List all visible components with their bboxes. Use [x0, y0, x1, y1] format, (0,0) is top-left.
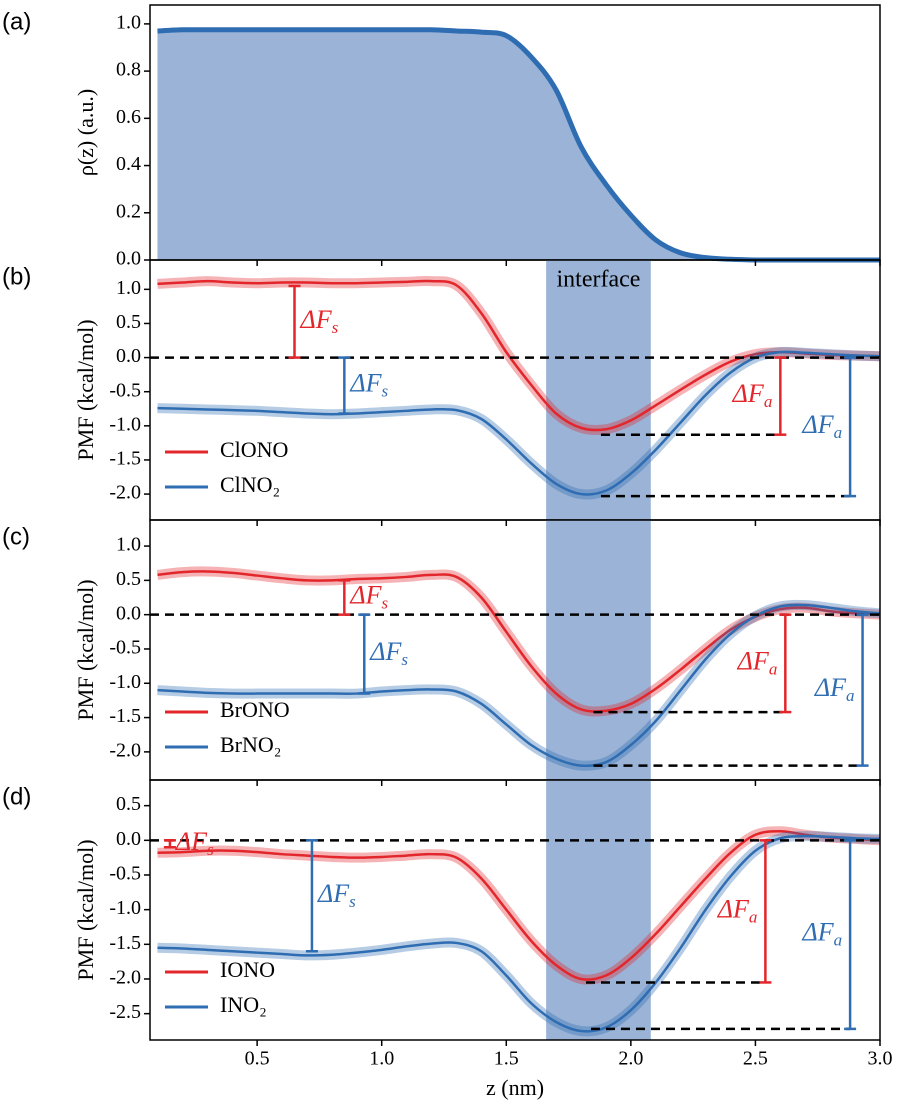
legend-label: ClNO₂: [220, 472, 280, 497]
x-axis-label: z (nm): [486, 1075, 544, 1100]
delta-label-main: ΔF: [737, 646, 770, 675]
legend-label: ClONO: [220, 437, 288, 462]
band-label: interface: [556, 267, 640, 293]
y-tick-label: 1.0: [116, 11, 141, 33]
delta-label: ΔFa: [814, 673, 855, 705]
y-tick-label: 0.0: [116, 602, 141, 624]
y-tick-label: 1.0: [116, 277, 141, 299]
delta-label: ΔFs: [349, 580, 388, 612]
delta-label: ΔFs: [175, 827, 214, 859]
delta-label-main: ΔF: [801, 410, 834, 439]
delta-label-sub: s: [381, 593, 388, 612]
y-tick-label: 0.2: [116, 200, 141, 222]
legend-label: BrNO₂: [220, 732, 281, 757]
y-tick-label: -2.0: [109, 482, 141, 504]
interface-band: [546, 780, 651, 1040]
y-tick-label: -2.0: [109, 967, 141, 989]
delta-label-main: ΔF: [717, 894, 750, 923]
x-tick-label: 2.5: [743, 1048, 768, 1070]
delta-label-sub: s: [349, 892, 356, 911]
legend-label: INO₂: [220, 992, 267, 1017]
delta-label-main: ΔF: [801, 918, 834, 947]
y-tick-label: -1.5: [109, 448, 141, 470]
x-tick-label: 2.0: [618, 1048, 643, 1070]
y-axis-label: ρ(z) (a.u.): [73, 89, 98, 176]
delta-label-sub: a: [846, 686, 855, 705]
y-tick-label: 0.5: [116, 568, 141, 590]
y-tick-label: 0.6: [116, 106, 141, 128]
delta-label: ΔFa: [801, 918, 842, 950]
interface-band: [546, 520, 651, 780]
delta-label-sub: a: [834, 423, 843, 442]
delta-label: ΔFs: [300, 305, 339, 337]
pmf-line: [157, 279, 881, 432]
delta-label: ΔFa: [717, 894, 758, 926]
x-tick-label: 1.0: [369, 1048, 394, 1070]
panel-label: (d): [2, 783, 31, 810]
delta-label-sub: a: [764, 392, 773, 411]
panel-label: (a): [2, 8, 31, 35]
y-tick-label: 0.4: [116, 153, 141, 175]
y-tick-label: -0.5: [109, 379, 141, 401]
pmf-line: [157, 830, 881, 981]
y-axis-label: PMF (kcal/mol): [73, 319, 98, 460]
delta-label-sub: s: [381, 381, 388, 400]
x-tick-label: 0.5: [245, 1048, 270, 1070]
y-tick-label: 0.0: [116, 248, 141, 270]
delta-label: ΔFa: [732, 379, 773, 411]
delta-label: ΔFs: [349, 369, 388, 401]
delta-label-sub: s: [207, 840, 214, 859]
panel-label: (c): [2, 523, 30, 550]
delta-label-main: ΔF: [317, 879, 350, 908]
legend-label: IONO: [220, 957, 275, 982]
y-tick-label: -0.5: [109, 637, 141, 659]
y-tick-label: 0.5: [116, 793, 141, 815]
delta-label-sub: a: [749, 907, 758, 926]
delta-label: ΔFs: [369, 637, 408, 669]
delta-label-sub: a: [834, 931, 843, 950]
y-tick-label: 0.5: [116, 311, 141, 333]
density-area: [157, 29, 881, 261]
y-tick-label: 0.0: [116, 828, 141, 850]
delta-label-sub: a: [769, 659, 778, 678]
delta-label: ΔFa: [801, 410, 842, 442]
delta-label-sub: s: [332, 318, 339, 337]
legend-label: BrONO: [220, 697, 290, 722]
y-tick-label: 0.8: [116, 59, 141, 81]
pmf-line: [157, 834, 881, 1033]
delta-label: ΔFs: [317, 879, 356, 911]
delta-label-main: ΔF: [814, 673, 847, 702]
delta-label-main: ΔF: [175, 827, 208, 856]
y-tick-label: -2.5: [109, 1001, 141, 1023]
y-tick-label: 0.0: [116, 345, 141, 367]
x-tick-label: 1.5: [494, 1048, 519, 1070]
y-tick-label: -1.5: [109, 705, 141, 727]
y-tick-label: -1.0: [109, 897, 141, 919]
delta-label-sub: s: [401, 650, 408, 669]
y-axis-label: PMF (kcal/mol): [73, 839, 98, 980]
delta-label-main: ΔF: [369, 637, 402, 666]
x-tick-label: 3.0: [868, 1048, 893, 1070]
y-axis-label: PMF (kcal/mol): [73, 579, 98, 720]
y-tick-label: -2.0: [109, 739, 141, 761]
delta-label-main: ΔF: [300, 305, 333, 334]
delta-label-main: ΔF: [349, 369, 382, 398]
y-tick-label: -1.0: [109, 671, 141, 693]
delta-label-main: ΔF: [732, 379, 765, 408]
y-tick-label: 1.0: [116, 534, 141, 556]
y-tick-label: -0.5: [109, 863, 141, 885]
delta-label-main: ΔF: [349, 580, 382, 609]
y-tick-label: -1.5: [109, 932, 141, 954]
y-tick-label: -1.0: [109, 413, 141, 435]
interface-band: [546, 260, 651, 520]
panel-label: (b): [2, 263, 31, 290]
delta-label: ΔFa: [737, 646, 778, 678]
